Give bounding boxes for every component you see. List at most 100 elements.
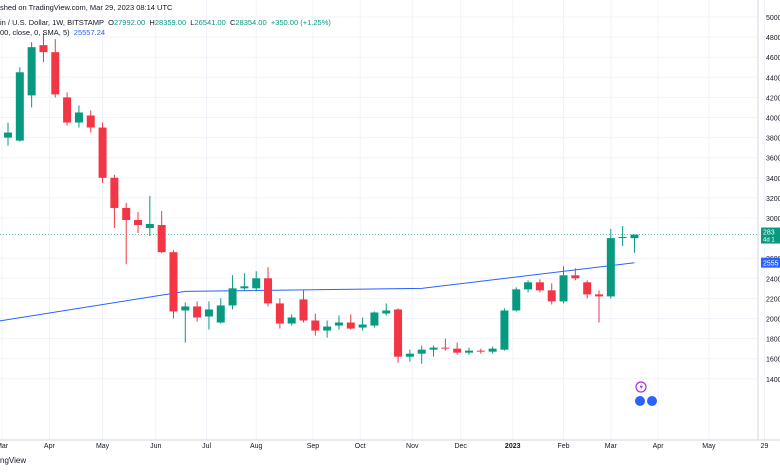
candle-body: [145, 224, 154, 229]
high-label: H: [149, 18, 155, 27]
y-tick-label: 4200: [766, 95, 780, 102]
candle-body: [606, 238, 615, 297]
y-tick-label: 1800: [766, 337, 780, 344]
candle-body: [547, 290, 556, 302]
candle-body: [535, 282, 544, 291]
y-tick-label: 1400: [766, 377, 780, 384]
candle-body: [51, 52, 60, 95]
ma-value: 25557.24: [73, 28, 106, 37]
candle-body: [524, 282, 533, 290]
price-label-text: 283: [763, 230, 775, 237]
candle-body: [583, 282, 592, 295]
candle-body: [417, 349, 426, 354]
ma-params: 00, close, 0, SMA, 5): [0, 28, 70, 37]
close-label: C: [229, 18, 236, 27]
y-tick-label: 4600: [766, 55, 780, 62]
candle-body: [476, 350, 485, 352]
low-label: L: [190, 18, 195, 27]
us-flag-icon: [647, 396, 657, 406]
us-flag-icon: [635, 396, 645, 406]
y-tick-label: 2400: [766, 276, 780, 283]
candle-body: [287, 317, 296, 324]
candle-body: [252, 278, 261, 289]
candle-body: [630, 234, 639, 239]
symbol-legend: in / U.S. Dollar, 1W, BITSTAMP O27992.00…: [0, 18, 331, 27]
candle-body: [559, 275, 568, 302]
logo-text: ngView: [0, 456, 27, 465]
x-tick-label: Jul: [202, 443, 211, 450]
open-label: O: [108, 18, 114, 27]
x-tick-label: May: [702, 443, 716, 450]
candle-body: [264, 278, 273, 304]
symbol-text: in / U.S. Dollar, 1W, BITSTAMP: [0, 18, 104, 27]
price-label-countdown: 4d 1: [763, 238, 775, 244]
candle-body: [394, 309, 403, 357]
candle-body: [488, 348, 497, 352]
candle-body: [429, 347, 438, 350]
x-tick-label: Feb: [558, 443, 570, 450]
candle-body: [169, 252, 178, 312]
x-tick-label: 29: [761, 443, 769, 450]
candle-body: [193, 306, 202, 318]
x-tick-label: May: [96, 443, 110, 450]
candle-body: [74, 112, 83, 123]
change-value: +350.00 (+1.25%): [270, 18, 331, 27]
candle-body: [63, 97, 72, 123]
candle-body: [370, 312, 379, 326]
x-tick-label: Dec: [454, 443, 467, 450]
x-tick-label: Mar: [0, 443, 9, 450]
y-tick-label: 2000: [766, 317, 780, 324]
candle-body: [27, 47, 36, 96]
candle-body: [275, 303, 284, 324]
x-tick-label: 2023: [505, 443, 521, 450]
x-tick-label: Sep: [307, 443, 320, 450]
x-tick-label: Apr: [44, 443, 56, 450]
open-value: 27992.00: [113, 18, 146, 27]
candle-body: [216, 305, 225, 323]
price-label-badge: [761, 227, 780, 244]
x-tick-label: Mar: [605, 443, 618, 450]
candle-body: [405, 353, 414, 357]
candle-body: [346, 322, 355, 329]
y-tick-label: 3200: [766, 196, 780, 203]
candle-body: [204, 309, 213, 317]
candle-body: [39, 45, 48, 53]
candle-body: [464, 350, 473, 353]
y-tick-label: 1600: [766, 357, 780, 364]
x-tick-label: Aug: [250, 443, 263, 450]
candle-body: [500, 310, 509, 350]
candle-body: [358, 324, 367, 328]
published-text: shed on TradingView.com, Mar 29, 2023 08…: [0, 3, 173, 12]
x-tick-label: Apr: [653, 443, 665, 450]
high-value: 28359.00: [154, 18, 187, 27]
y-tick-label: 3000: [766, 216, 780, 223]
candle-body: [228, 288, 237, 306]
candle-body: [512, 289, 521, 311]
candle-body: [382, 310, 391, 314]
y-tick-label: 4800: [766, 35, 780, 42]
candle-body: [618, 237, 627, 239]
candle-body: [441, 347, 450, 349]
candle-body: [98, 127, 107, 178]
candle-body: [86, 115, 95, 128]
lightning-bolt: [639, 383, 643, 391]
candle-body: [240, 286, 249, 289]
y-tick-label: 5000: [766, 15, 780, 22]
x-tick-label: Oct: [355, 443, 366, 450]
y-tick-label: 3400: [766, 176, 780, 183]
low-value: 26541.00: [194, 18, 226, 27]
published-info: shed on TradingView.com, Mar 29, 2023 08…: [0, 3, 172, 12]
close-value: 28354.00: [235, 18, 267, 27]
candle-body: [311, 320, 320, 331]
candle-body: [299, 299, 308, 321]
candle-body: [15, 72, 24, 141]
tradingview-logo: ngView: [0, 456, 26, 465]
ma-label-text: 2555: [763, 261, 779, 268]
candle-body: [334, 322, 343, 326]
candle-body: [453, 348, 462, 353]
y-tick-label: 4000: [766, 116, 780, 123]
candle-body: [122, 207, 131, 221]
y-tick-label: 4400: [766, 75, 780, 82]
